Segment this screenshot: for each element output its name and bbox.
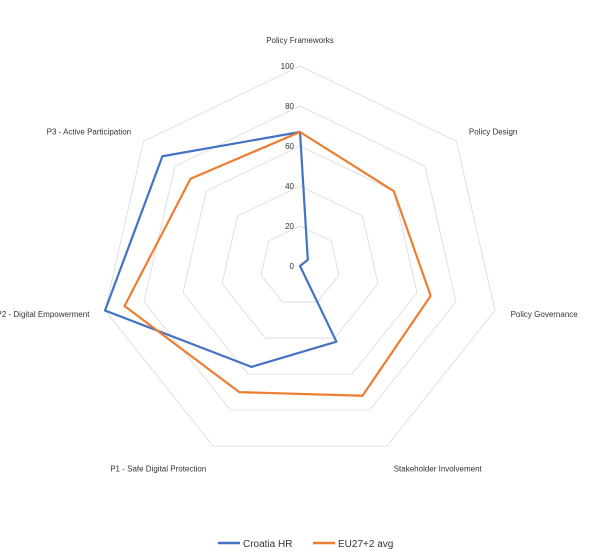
tick-label-0: 0: [290, 262, 295, 271]
tick-label-60: 60: [285, 142, 294, 151]
category-label-4: P1 - Safe Digital Protection: [110, 465, 206, 474]
series-line-1: [123, 130, 432, 397]
tick-label-20: 20: [285, 222, 294, 231]
legend: Croatia HR EU27+2 avg: [218, 539, 393, 550]
category-label-6: P3 - Active Participation: [47, 127, 131, 136]
grid-ring-40: [221, 185, 379, 339]
tick-label-100: 100: [281, 62, 295, 71]
radar-grid: [104, 65, 496, 447]
category-label-2: Policy Governance: [511, 310, 579, 319]
category-label-3: Stakeholder Involvement: [394, 465, 483, 474]
category-label-0: Policy Frameworks: [266, 36, 334, 45]
grid-ring-60: [182, 145, 418, 375]
grid-ring-80: [143, 105, 457, 411]
category-labels: Policy Frameworks Policy Design Policy Gov…: [0, 36, 578, 474]
category-label-5: P2 - Digital Empowerment: [0, 310, 90, 319]
category-label-1: Policy Design: [469, 127, 517, 136]
series-line-0: [103, 130, 338, 369]
grid-ring-100: [104, 65, 496, 447]
radar-series: [103, 130, 432, 397]
radial-tick-labels: 0 20 40 60 80 100: [281, 62, 295, 271]
legend-label-0: Croatia HR: [243, 539, 292, 550]
legend-label-1: EU27+2 avg: [338, 539, 393, 550]
grid-ring-20: [260, 225, 340, 303]
tick-label-40: 40: [285, 182, 294, 191]
tick-label-80: 80: [285, 102, 294, 111]
